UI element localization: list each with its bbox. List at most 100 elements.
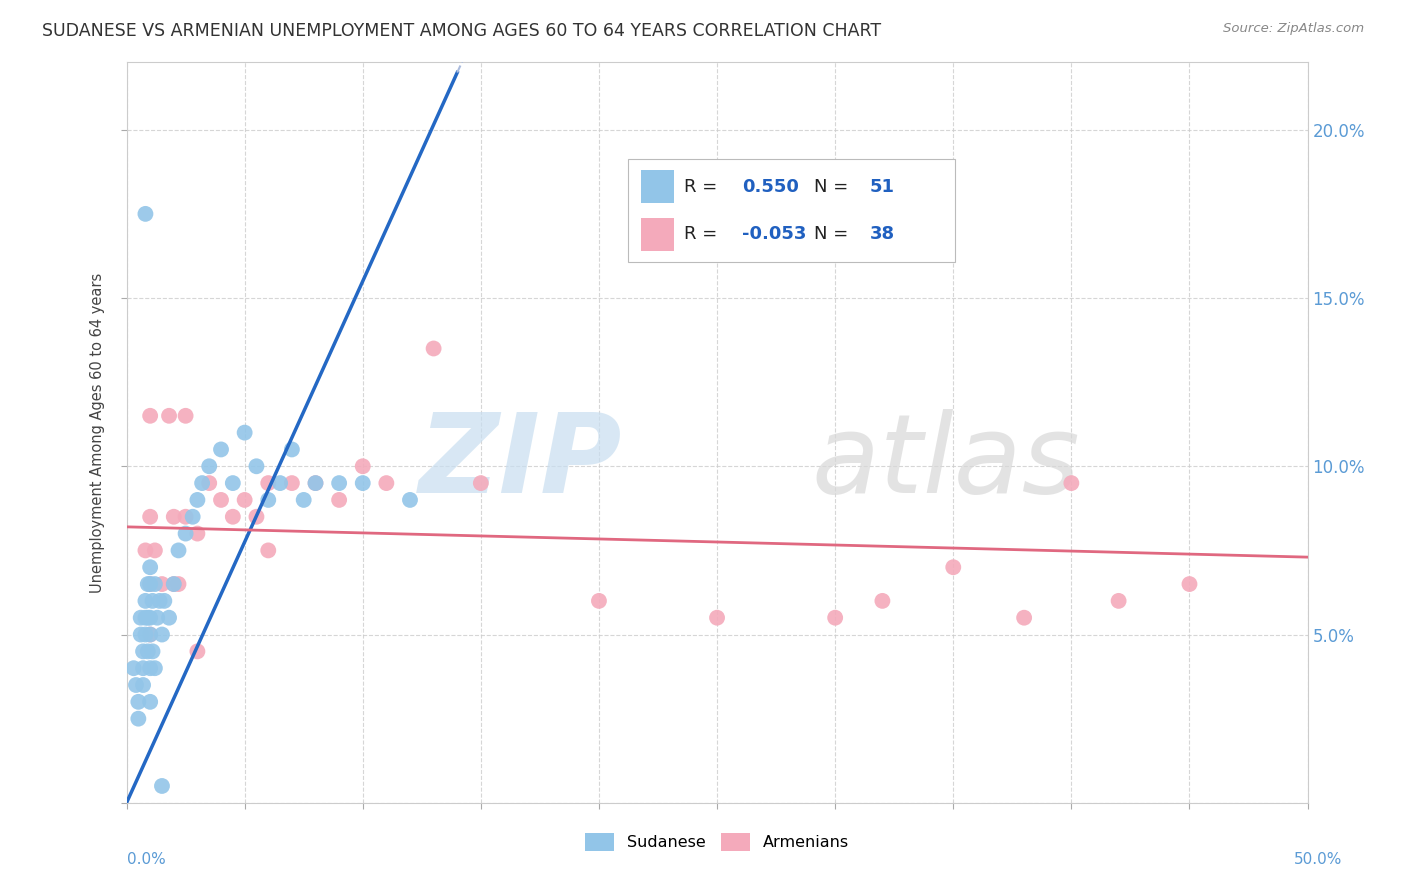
- Point: [125, 678, 148, 692]
- Point: [136, 610, 159, 624]
- Text: N =: N =: [814, 225, 855, 243]
- Point: [132, 661, 155, 675]
- Point: [167, 543, 190, 558]
- Point: [134, 627, 156, 641]
- Point: [139, 560, 162, 574]
- Point: [292, 492, 315, 507]
- Legend: Sudanese, Armenians: Sudanese, Armenians: [579, 827, 855, 858]
- Point: [129, 627, 152, 641]
- Point: [191, 476, 214, 491]
- Point: [134, 543, 156, 558]
- Point: [139, 610, 162, 624]
- Point: [328, 476, 350, 491]
- Point: [141, 594, 163, 608]
- Text: 0.0%: 0.0%: [127, 852, 166, 867]
- Point: [281, 476, 304, 491]
- Text: ZIP: ZIP: [419, 409, 623, 516]
- Point: [134, 207, 156, 221]
- Point: [149, 594, 172, 608]
- Point: [163, 577, 186, 591]
- Point: [143, 661, 166, 675]
- Point: [127, 695, 149, 709]
- Point: [139, 509, 162, 524]
- Point: [233, 492, 256, 507]
- Point: [129, 610, 152, 624]
- Point: [134, 610, 156, 624]
- Point: [269, 476, 291, 491]
- Point: [1108, 594, 1130, 608]
- Point: [872, 594, 894, 608]
- Point: [352, 476, 374, 491]
- Point: [257, 543, 280, 558]
- Point: [304, 476, 326, 491]
- Point: [139, 577, 162, 591]
- Point: [139, 695, 162, 709]
- Point: [824, 610, 846, 624]
- Point: [186, 644, 208, 658]
- Point: [132, 678, 155, 692]
- Point: [181, 509, 204, 524]
- Text: R =: R =: [683, 225, 723, 243]
- Point: [134, 594, 156, 608]
- Point: [122, 661, 145, 675]
- Point: [139, 577, 162, 591]
- Point: [1012, 610, 1035, 624]
- Point: [1060, 476, 1083, 491]
- Point: [186, 492, 208, 507]
- Point: [157, 409, 180, 423]
- Point: [1178, 577, 1201, 591]
- Point: [422, 342, 444, 356]
- Point: [470, 476, 492, 491]
- Point: [222, 476, 245, 491]
- Point: [257, 492, 280, 507]
- Text: SUDANESE VS ARMENIAN UNEMPLOYMENT AMONG AGES 60 TO 64 YEARS CORRELATION CHART: SUDANESE VS ARMENIAN UNEMPLOYMENT AMONG …: [42, 22, 882, 40]
- Point: [198, 459, 221, 474]
- Point: [588, 594, 610, 608]
- Point: [157, 610, 180, 624]
- Text: Source: ZipAtlas.com: Source: ZipAtlas.com: [1223, 22, 1364, 36]
- Point: [150, 779, 173, 793]
- Point: [150, 577, 173, 591]
- Point: [399, 492, 422, 507]
- Text: atlas: atlas: [811, 409, 1080, 516]
- Point: [163, 577, 186, 591]
- Point: [281, 442, 304, 457]
- Point: [209, 442, 232, 457]
- Point: [706, 610, 728, 624]
- Point: [136, 644, 159, 658]
- Bar: [641, 219, 673, 252]
- Point: [233, 425, 256, 440]
- FancyBboxPatch shape: [628, 159, 955, 261]
- Point: [163, 509, 186, 524]
- Point: [174, 509, 197, 524]
- Point: [245, 459, 267, 474]
- Point: [146, 610, 169, 624]
- Point: [174, 409, 197, 423]
- Text: 38: 38: [870, 225, 896, 243]
- Bar: [641, 169, 673, 202]
- Point: [167, 577, 190, 591]
- Point: [143, 543, 166, 558]
- Point: [139, 661, 162, 675]
- Point: [304, 476, 326, 491]
- Point: [153, 594, 176, 608]
- Text: 51: 51: [870, 178, 894, 196]
- Point: [139, 627, 162, 641]
- Point: [209, 492, 232, 507]
- Point: [132, 644, 155, 658]
- Point: [328, 492, 350, 507]
- Point: [186, 526, 208, 541]
- Text: 50.0%: 50.0%: [1295, 852, 1343, 867]
- Point: [257, 476, 280, 491]
- Point: [139, 409, 162, 423]
- Point: [942, 560, 965, 574]
- Point: [150, 627, 173, 641]
- Text: 0.550: 0.550: [742, 178, 799, 196]
- Point: [375, 476, 398, 491]
- Point: [198, 476, 221, 491]
- Point: [245, 509, 267, 524]
- Text: N =: N =: [814, 178, 855, 196]
- Point: [143, 577, 166, 591]
- Point: [136, 577, 159, 591]
- Point: [222, 509, 245, 524]
